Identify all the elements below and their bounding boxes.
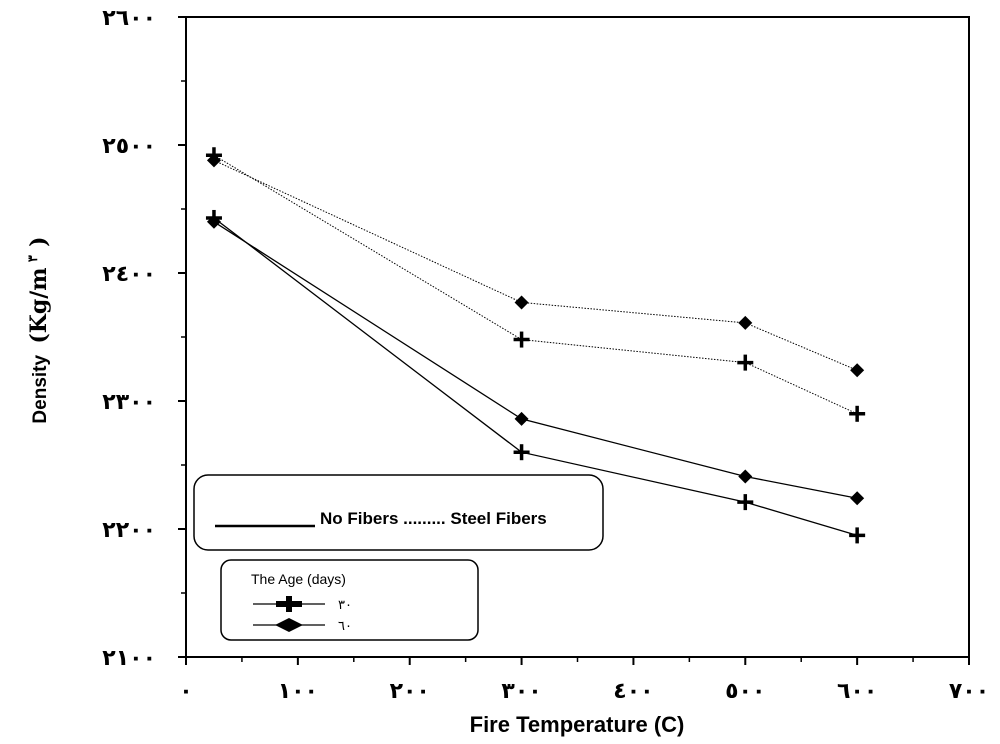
legend-age-item-0: ٣٠ (253, 596, 352, 613)
series-steel-fibers-60-days (206, 153, 865, 378)
x-tick-label: ٢٠٠ (390, 679, 430, 704)
series-line-no-fibers-30 (213, 217, 858, 537)
data-point-plus-marker (737, 494, 754, 511)
legend-diamond-marker (275, 618, 303, 632)
data-point-diamond-marker (850, 491, 865, 506)
series-line-steel-fibers-60 (213, 159, 858, 371)
x-tick-label: ٥٠٠ (725, 679, 765, 704)
x-tick-label: ١٠٠ (278, 679, 318, 704)
legend-fiber-type-box (193, 474, 604, 551)
y-tick-label: ٢١٠٠ (102, 646, 156, 671)
legend-age-title: The Age (days) (251, 571, 346, 587)
y-tick-label: ٢٦٠٠ (102, 6, 156, 31)
data-point-plus-marker (737, 354, 754, 371)
series-line-steel-fibers-30 (213, 154, 858, 415)
svg-text:Density (Kg/m ٣: Density (Kg/m ٣ ) (21, 236, 52, 423)
x-axis-ticks: ٠ ١٠٠ ٢٠٠ ٣٠٠ ٤٠٠ ٥٠٠ ٦٠٠ ٧٠٠ (179, 657, 989, 704)
legend-plus-marker (276, 596, 302, 612)
y-axis-title-superscript: ٣ (25, 255, 40, 262)
data-point-diamond-marker (738, 315, 753, 330)
data-point-diamond-marker (514, 411, 529, 426)
y-axis-title-close: ) (26, 236, 52, 246)
y-tick-label: ٢٤٠٠ (102, 262, 156, 287)
series-layer (205, 147, 866, 544)
series-steel-fibers-30-days (205, 147, 866, 422)
x-axis-title: Fire Temperature (C) (470, 712, 685, 737)
y-axis-title-main: Density (30, 354, 51, 423)
series-no-fibers-60-days (206, 214, 865, 506)
x-tick-label: ٠ (179, 679, 192, 704)
y-tick-label: ٢٢٠٠ (102, 518, 156, 543)
x-tick-label: ٧٠٠ (949, 679, 989, 704)
y-axis-title: Density (Kg/m ٣ ) (21, 236, 52, 423)
data-point-plus-marker (849, 527, 866, 544)
legend-age-item-label: ٣٠ (338, 598, 352, 613)
y-tick-label: ٢٣٠٠ (102, 390, 156, 415)
legend-fiber-type-label: No Fibers ......... Steel Fibers (320, 509, 547, 528)
y-axis-ticks: ٢١٠٠ ٢٢٠٠ ٢٣٠٠ ٢٤٠٠ ٢٥٠٠ ٢٦٠٠ (102, 6, 186, 671)
y-tick-label: ٢٥٠٠ (102, 134, 156, 159)
x-tick-label: ٤٠٠ (613, 679, 653, 704)
data-point-diamond-marker (206, 153, 221, 168)
legend-age-item-1: ٦٠ (253, 618, 352, 634)
data-point-diamond-marker (514, 295, 529, 310)
legend-age-item-label: ٦٠ (338, 619, 352, 634)
x-tick-label: ٦٠٠ (837, 679, 877, 704)
data-point-plus-marker (513, 331, 530, 348)
data-point-diamond-marker (206, 214, 221, 229)
data-point-diamond-marker (850, 363, 865, 378)
data-point-plus-marker (849, 405, 866, 422)
data-point-plus-marker (513, 444, 530, 461)
series-line-no-fibers-60 (213, 221, 858, 499)
legend-fiber-type: No Fibers ......... Steel Fibers (193, 474, 604, 551)
data-point-diamond-marker (738, 469, 753, 484)
x-tick-label: ٣٠٠ (501, 679, 541, 704)
y-axis-title-unit: (Kg/m (26, 267, 52, 343)
